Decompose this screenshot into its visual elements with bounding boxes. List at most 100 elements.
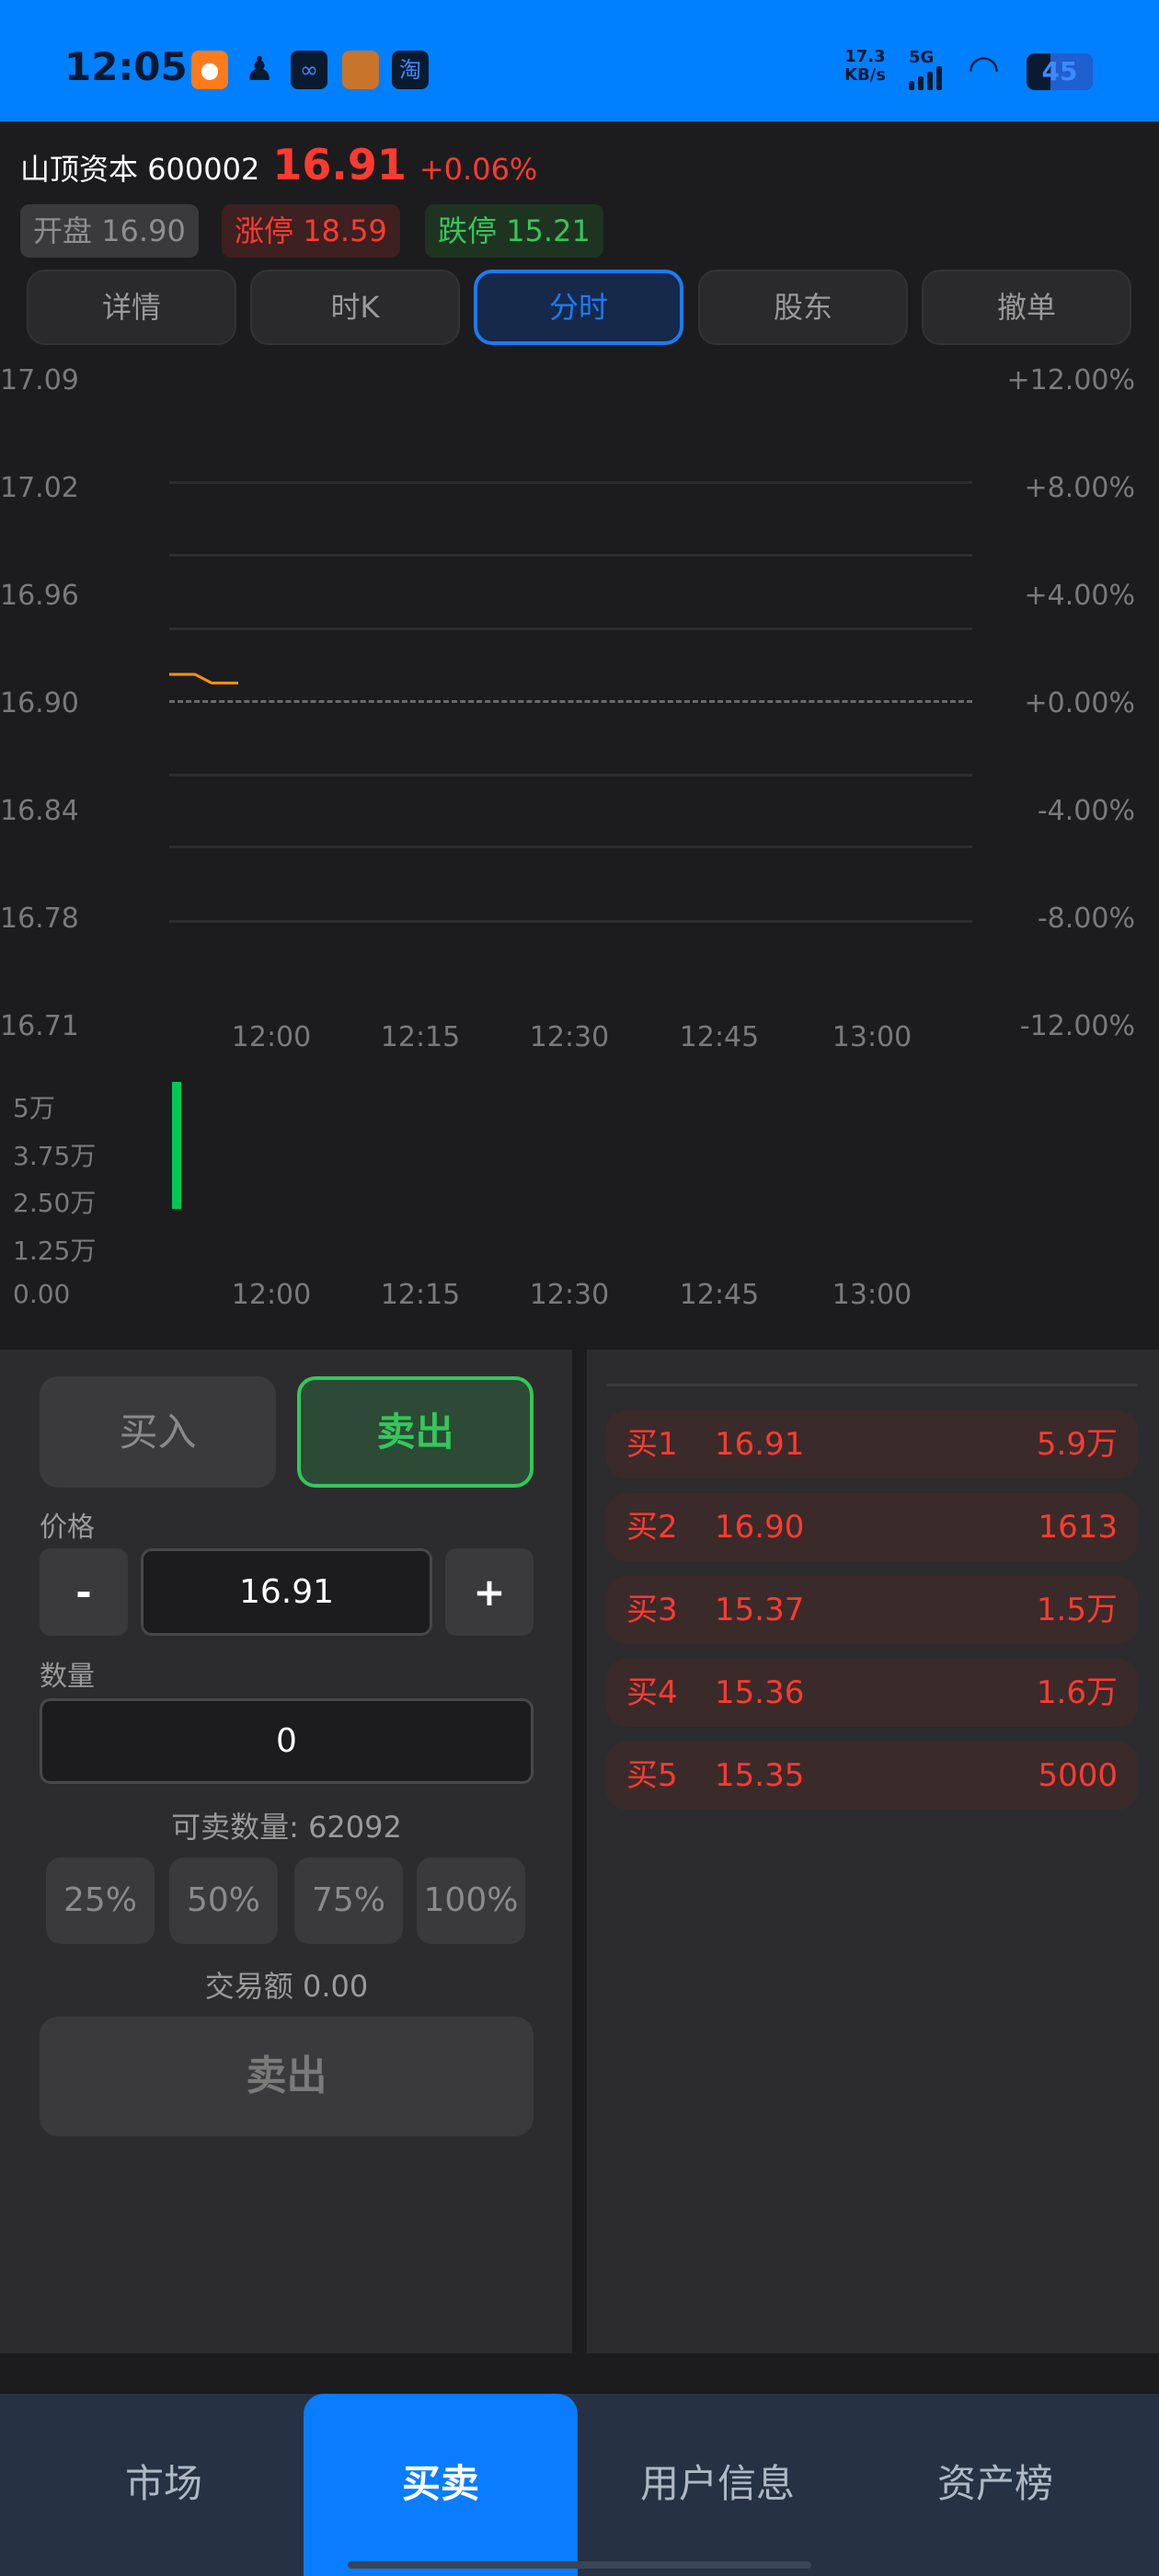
stock-name-text: 山顶资本 <box>20 152 139 187</box>
net-speed: 17.3 KB/s <box>844 48 886 85</box>
volume-x-tick: 12:00 <box>231 1279 312 1311</box>
open-label: 开盘 <box>33 213 93 248</box>
nav-trade[interactable]: 买卖 <box>304 2394 578 2576</box>
y-right-tick: +0.00% <box>1024 687 1135 719</box>
orderbook-row[interactable]: 买2 16.90 1613 <box>606 1493 1138 1561</box>
volume-x-tick: 12:45 <box>679 1279 760 1311</box>
limit-down-label: 跌停 <box>438 213 498 248</box>
tab-intraday[interactable]: 分时 <box>474 270 683 345</box>
net-speed-value: 17.3 <box>844 47 886 66</box>
stock-name: 山顶资本 600002 <box>20 146 259 189</box>
quantity-input[interactable]: 0 <box>40 1698 534 1784</box>
tab-cancel-order[interactable]: 撤单 <box>922 270 1131 345</box>
percent-50-button[interactable]: 50% <box>169 1857 278 1944</box>
order-price: 16.90 <box>715 1509 805 1546</box>
tab-kline[interactable]: 时K <box>250 270 460 345</box>
limit-up-value: 18.59 <box>303 213 387 248</box>
orderbook-divider <box>606 1384 1138 1386</box>
volume-y-tick: 5万 <box>13 1093 55 1123</box>
trade-panel <box>0 1350 572 2353</box>
order-volume: 1613 <box>1038 1509 1118 1546</box>
stock-price: 16.91 <box>272 140 407 190</box>
grid-line <box>169 774 972 776</box>
price-label: 价格 <box>40 1512 95 1544</box>
grid-line <box>169 554 972 557</box>
percent-100-button[interactable]: 100% <box>417 1857 525 1944</box>
buy-toggle[interactable]: 买入 <box>40 1376 276 1488</box>
sell-submit-button[interactable]: 卖出 <box>40 2017 534 2136</box>
stock-header: 山顶资本 600002 16.91 +0.06% <box>20 140 537 190</box>
x-tick: 12:15 <box>380 1021 461 1053</box>
order-level: 买2 <box>626 1509 678 1546</box>
sellable-quantity: 可卖数量: 62092 <box>171 1810 402 1845</box>
volume-y-tick: 3.75万 <box>13 1141 97 1171</box>
order-volume: 1.6万 <box>1036 1674 1118 1711</box>
y-left-tick: 16.96 <box>0 580 79 612</box>
order-volume: 5000 <box>1038 1757 1118 1794</box>
home-indicator[interactable] <box>348 2561 811 2569</box>
limit-up-label: 涨停 <box>235 213 294 248</box>
volume-y-tick: 2.50万 <box>13 1188 97 1218</box>
grid-line <box>169 920 972 923</box>
order-volume: 5.9万 <box>1036 1426 1118 1463</box>
price-plus-button[interactable]: + <box>445 1548 534 1636</box>
network-type: 5G <box>909 48 935 67</box>
orderbook-row[interactable]: 买3 15.37 1.5万 <box>606 1576 1138 1644</box>
x-tick: 12:45 <box>679 1021 760 1053</box>
volume-x-tick: 12:15 <box>380 1279 461 1311</box>
sell-toggle[interactable]: 卖出 <box>297 1376 534 1488</box>
y-left-tick: 16.71 <box>0 1010 79 1042</box>
trade-amount: 交易额 0.00 <box>204 1969 369 2004</box>
signal-icon <box>909 66 951 90</box>
x-tick: 12:30 <box>529 1021 610 1053</box>
y-right-tick: +12.00% <box>1006 364 1135 397</box>
volume-bar <box>172 1081 181 1209</box>
percent-75-button[interactable]: 75% <box>294 1857 403 1944</box>
nav-market[interactable]: 市场 <box>124 2461 202 2506</box>
clock: 12:05 <box>64 44 188 89</box>
bottom-nav <box>0 2394 1159 2576</box>
limit-up-badge: 涨停 18.59 <box>222 204 400 258</box>
stock-change: +0.06% <box>419 152 538 187</box>
y-left-tick: 16.78 <box>0 903 79 935</box>
order-level: 买5 <box>626 1757 678 1794</box>
grid-line <box>169 845 972 848</box>
order-level: 买1 <box>626 1426 678 1463</box>
y-left-tick: 16.84 <box>0 795 79 827</box>
y-left-tick: 17.02 <box>0 472 79 504</box>
y-right-tick: -4.00% <box>1037 795 1135 827</box>
taobao-icon: 淘 <box>392 51 429 89</box>
order-price: 15.35 <box>715 1757 805 1794</box>
open-value: 16.90 <box>101 213 186 248</box>
baidu-netdisk-icon: ∞ <box>291 51 327 89</box>
grid-line <box>169 481 972 484</box>
price-minus-button[interactable]: - <box>40 1548 128 1636</box>
open-badge: 开盘 16.90 <box>20 204 199 258</box>
tab-shareholders[interactable]: 股东 <box>698 270 908 345</box>
nav-asset-ranking[interactable]: 资产榜 <box>936 2461 1053 2506</box>
volume-y-tick: 1.25万 <box>13 1236 97 1266</box>
battery-icon: 45 <box>1027 53 1093 90</box>
stock-code: 600002 <box>147 152 260 187</box>
wifi-icon: ◠ <box>968 48 1000 90</box>
price-input[interactable]: 16.91 <box>141 1548 432 1636</box>
price-line-svg <box>169 673 238 684</box>
orderbook-row[interactable]: 买5 15.35 5000 <box>606 1742 1138 1810</box>
quantity-label: 数量 <box>40 1661 95 1693</box>
tab-details[interactable]: 详情 <box>27 270 236 345</box>
y-left-tick: 17.09 <box>0 364 79 397</box>
x-tick: 12:00 <box>231 1021 312 1053</box>
limit-down-badge: 跌停 15.21 <box>425 204 603 258</box>
reference-line <box>169 700 972 703</box>
nav-user-info[interactable]: 用户信息 <box>639 2461 795 2506</box>
didi-icon: ● <box>191 51 228 89</box>
qq-icon: ♟ <box>244 51 275 88</box>
orderbook-row[interactable]: 买1 16.91 5.9万 <box>606 1410 1138 1478</box>
order-volume: 1.5万 <box>1036 1592 1118 1628</box>
orderbook-row[interactable]: 买4 15.36 1.6万 <box>606 1659 1138 1727</box>
order-level: 买3 <box>626 1592 678 1628</box>
x-tick: 13:00 <box>832 1021 912 1053</box>
y-right-tick: +8.00% <box>1024 472 1135 504</box>
percent-25-button[interactable]: 25% <box>46 1857 155 1944</box>
order-price: 15.37 <box>715 1592 805 1628</box>
